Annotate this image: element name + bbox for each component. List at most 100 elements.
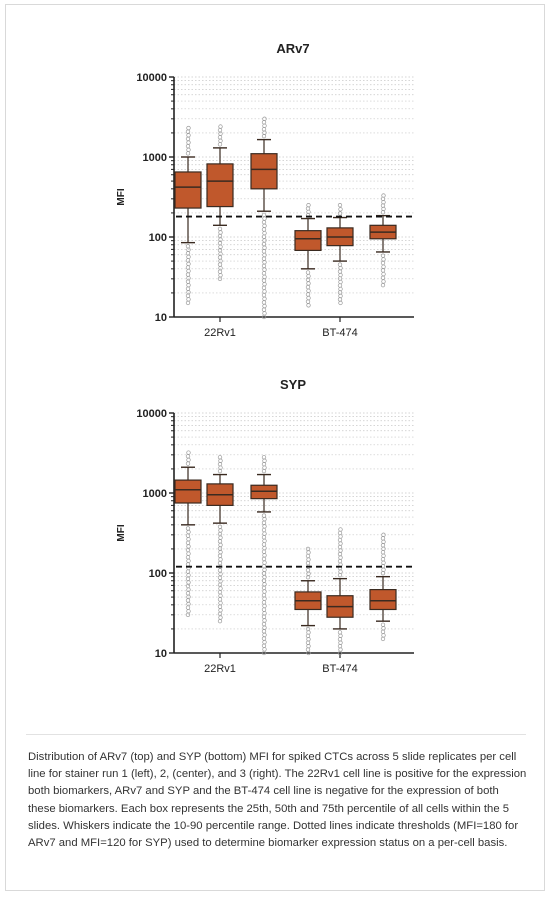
- outlier-point: [185, 151, 191, 156]
- outlier-point: [261, 549, 267, 554]
- outlier-point: [306, 303, 311, 308]
- outlier-point: [186, 268, 191, 274]
- outlier-point: [262, 639, 267, 645]
- outlier-point: [261, 513, 267, 518]
- outlier-point: [338, 272, 343, 278]
- outlier-point: [262, 632, 267, 638]
- outlier-point: [381, 539, 386, 544]
- outlier-point: [381, 257, 386, 262]
- y-tick-label: 10000: [136, 72, 167, 84]
- outlier-point: [217, 546, 223, 551]
- outlier-point: [337, 262, 343, 267]
- outlier-point: [337, 203, 343, 208]
- outlier-point: [218, 131, 223, 136]
- outlier-point: [217, 582, 223, 588]
- outlier-point: [261, 535, 267, 540]
- outlier-point: [305, 633, 311, 639]
- outlier-point: [217, 462, 223, 467]
- outlier-point: [261, 314, 267, 320]
- outlier-point: [306, 637, 311, 642]
- outlier-point: [262, 223, 267, 228]
- outlier-point: [186, 275, 191, 281]
- outlier-point: [185, 461, 191, 466]
- outlier-point: [262, 560, 267, 565]
- outlier-point: [381, 279, 386, 284]
- chart-title: SYP: [280, 377, 306, 392]
- outlier-point: [217, 619, 223, 624]
- outlier-point: [337, 290, 343, 295]
- outlier-point: [185, 279, 191, 284]
- outlier-point: [262, 116, 267, 121]
- outlier-point: [218, 608, 223, 613]
- y-axis-label: MFI: [116, 524, 127, 541]
- outlier-point: [306, 295, 311, 301]
- outlier-point: [337, 650, 343, 656]
- outlier-point: [305, 299, 311, 304]
- outlier-point: [186, 297, 191, 302]
- outlier-point: [261, 585, 267, 591]
- outlier-point: [337, 637, 343, 642]
- outlier-point: [261, 227, 267, 232]
- x-category-label: BT-474: [322, 663, 357, 675]
- outlier-point: [262, 596, 267, 601]
- outlier-point: [338, 569, 343, 574]
- outlier-point: [380, 622, 386, 627]
- outlier-point: [218, 244, 223, 249]
- outlier-point: [186, 537, 191, 542]
- outlier-point: [261, 520, 267, 525]
- outlier-point: [380, 536, 386, 541]
- outlier-point: [185, 272, 191, 277]
- outlier-point: [338, 541, 343, 546]
- outlier-point: [305, 647, 311, 652]
- x-category-label: 22Rv1: [204, 327, 236, 339]
- outlier-point: [338, 527, 343, 532]
- outlier-point: [306, 630, 311, 635]
- outlier-point: [261, 564, 267, 569]
- outlier-point: [306, 281, 311, 286]
- outlier-point: [380, 550, 386, 555]
- y-tick-label: 10000: [136, 408, 167, 420]
- outlier-point: [218, 230, 223, 235]
- outlier-point: [218, 600, 223, 606]
- outlier-point: [261, 571, 267, 576]
- outlier-point: [381, 264, 386, 269]
- outlier-point: [185, 540, 191, 545]
- outlier-point: [217, 269, 223, 274]
- syp-chart-panel: SYP 10 100 1000 10000 MFI 22Rv1 BT-474: [6, 369, 546, 689]
- outlier-point: [381, 200, 386, 205]
- outlier-point: [338, 633, 343, 638]
- outlier-point: [381, 553, 386, 558]
- outlier-point: [380, 283, 386, 288]
- outlier-point: [261, 462, 267, 467]
- outlier-point: [380, 275, 386, 280]
- y-tick-label: 10: [155, 312, 167, 324]
- outlier-point: [218, 273, 223, 278]
- outlier-point: [186, 609, 191, 614]
- outlier-point: [217, 262, 223, 267]
- outlier-point: [306, 273, 311, 279]
- outlier-point: [261, 527, 267, 533]
- outlier-point: [186, 529, 191, 535]
- outlier-point: [381, 567, 386, 572]
- outlier-point: [261, 249, 267, 254]
- outlier-point: [218, 579, 223, 584]
- outlier-point: [218, 528, 223, 533]
- outlier-point: [337, 544, 343, 550]
- y-tick-label: 1000: [143, 488, 167, 500]
- outlier-point: [217, 468, 223, 474]
- outlier-point: [262, 303, 267, 309]
- outlier-point: [261, 271, 267, 276]
- figure-frame: ARv7 10 100 1000 10000 MFI 22Rv1 BT-474 SYP 10 10…: [5, 4, 545, 891]
- outlier-point: [185, 258, 191, 263]
- x-category-label: BT-474: [322, 327, 357, 339]
- outlier-point: [261, 600, 267, 605]
- outlier-point: [185, 598, 191, 603]
- box: [250, 153, 278, 190]
- outlier-point: [261, 285, 267, 290]
- outlier-point: [305, 270, 311, 275]
- outlier-point: [186, 133, 191, 138]
- outlier-point: [186, 450, 191, 455]
- outlier-point: [185, 293, 191, 298]
- box: [174, 171, 202, 209]
- outlier-point: [186, 125, 191, 131]
